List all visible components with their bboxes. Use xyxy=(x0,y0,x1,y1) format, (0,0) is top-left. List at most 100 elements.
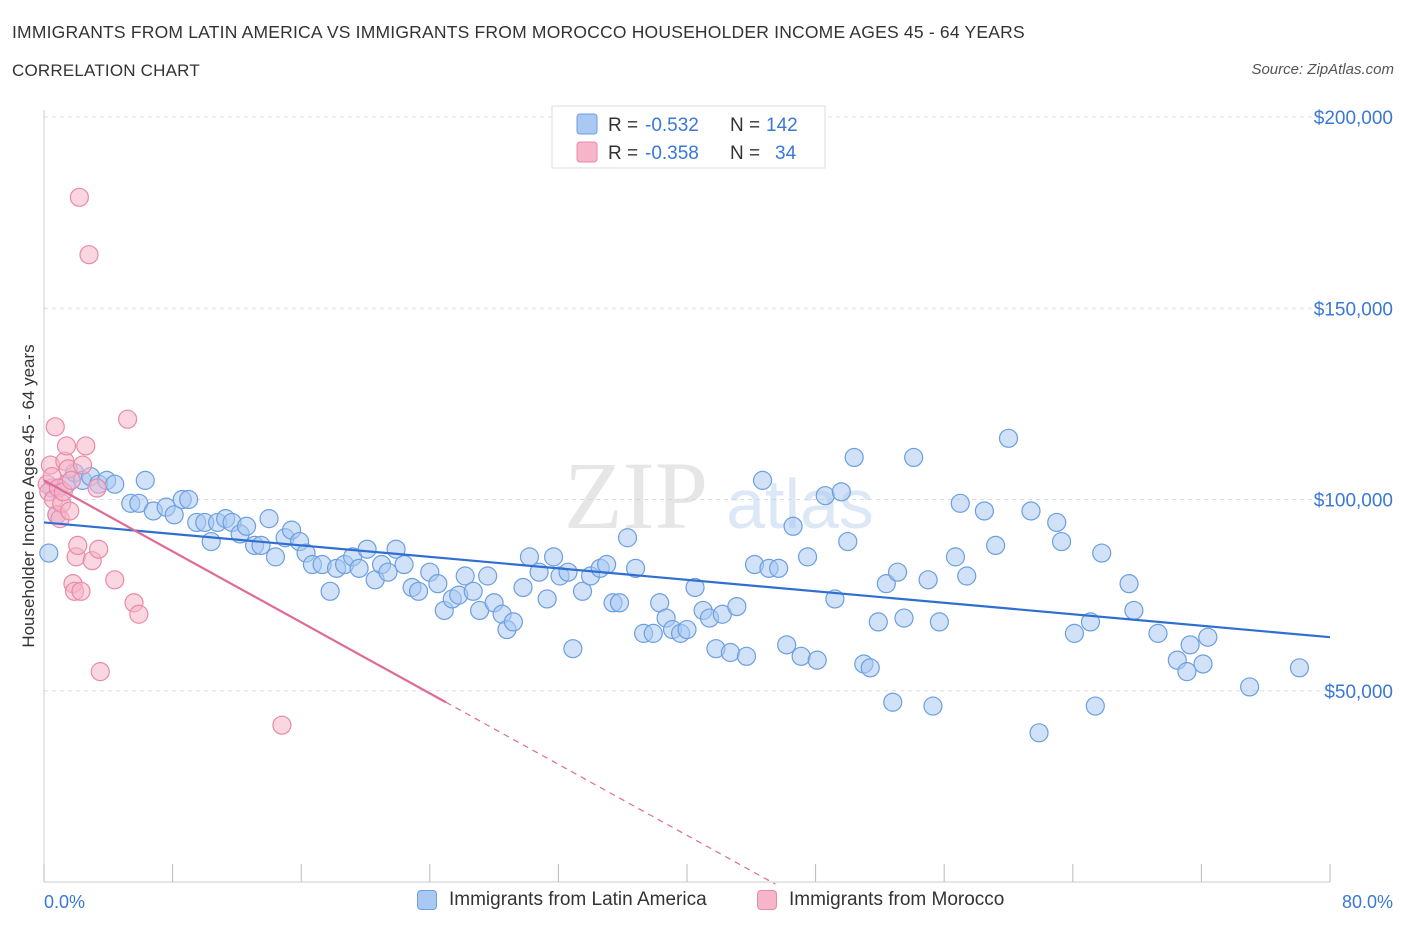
latin-america-point-84 xyxy=(677,619,697,640)
morocco-point-27 xyxy=(89,539,109,559)
latin-america-point-66 xyxy=(543,547,564,567)
morocco-point-21 xyxy=(71,581,91,601)
morocco-point-5 xyxy=(45,417,65,437)
latin-america-point-0 xyxy=(39,543,59,563)
latin-america-point-131 xyxy=(1092,543,1112,563)
stats-r-label-blue: R = xyxy=(608,115,638,136)
morocco-point-26 xyxy=(87,478,107,498)
legend-swatch-latin-america xyxy=(417,890,437,910)
latin-america-point-117 xyxy=(929,612,949,632)
latin-america-point-121 xyxy=(974,501,994,521)
latin-america-point-115 xyxy=(918,570,938,590)
chart-title: IMMIGRANTS FROM LATIN AMERICA VS IMMIGRA… xyxy=(12,22,1025,42)
latin-america-point-15 xyxy=(164,505,184,525)
latin-america-point-132 xyxy=(1119,574,1139,594)
latin-america-point-118 xyxy=(945,547,966,567)
latin-america-point-104 xyxy=(831,482,851,502)
latin-america-point-90 xyxy=(720,642,741,663)
trend-line-morocco xyxy=(43,479,447,704)
latin-america-point-50 xyxy=(428,574,448,594)
legend-item-latin-america: Immigrants from Latin America xyxy=(417,889,707,911)
latin-america-point-114 xyxy=(904,447,924,468)
latin-america-point-55 xyxy=(463,581,483,601)
latin-america-point-101 xyxy=(807,650,827,670)
latin-america-point-76 xyxy=(617,528,638,548)
morocco-point-19 xyxy=(68,535,88,556)
latin-america-point-17 xyxy=(179,489,199,510)
latin-america-point-27 xyxy=(251,535,271,556)
stats-legend: R = -0.532 N = 142 R = -0.358 N = 34 xyxy=(551,105,826,169)
latin-america-point-116 xyxy=(923,696,943,716)
morocco-point-29 xyxy=(105,570,125,590)
morocco-point-32 xyxy=(129,604,149,624)
morocco-point-22 xyxy=(72,455,93,475)
latin-america-point-119 xyxy=(950,493,970,513)
trend-lines xyxy=(43,479,1331,885)
latin-america-point-123 xyxy=(998,428,1019,448)
latin-america-point-122 xyxy=(986,535,1006,556)
latin-america-point-75 xyxy=(609,593,630,613)
watermark-zip: ZIP xyxy=(564,442,708,549)
watermark: ZIP atlas xyxy=(564,442,874,549)
latin-america-point-25 xyxy=(236,516,257,536)
y-axis-tick-labels: $50,000 $100,000 $150,000 $200,000 xyxy=(1314,108,1393,703)
latin-america-point-141 xyxy=(1289,658,1310,678)
latin-america-point-94 xyxy=(752,470,773,490)
latin-america-point-98 xyxy=(783,516,803,536)
series-morocco-points xyxy=(37,187,292,735)
morocco-point-33 xyxy=(272,715,292,735)
morocco-point-24 xyxy=(79,245,99,265)
latin-america-point-85 xyxy=(685,577,705,598)
latin-america-point-68 xyxy=(558,562,578,582)
latin-america-point-128 xyxy=(1064,623,1085,643)
latin-america-point-112 xyxy=(887,562,908,582)
latin-america-point-46 xyxy=(394,554,414,575)
latin-america-point-48 xyxy=(408,581,429,601)
morocco-point-23 xyxy=(76,436,96,456)
latin-america-point-61 xyxy=(503,612,523,632)
stats-r-value-pink: -0.358 xyxy=(645,143,699,164)
trend-line-morocco-extension xyxy=(445,701,776,885)
morocco-point-14 xyxy=(60,501,80,521)
morocco-point-30 xyxy=(117,409,138,429)
stats-legend-swatch-blue xyxy=(576,113,598,135)
stats-n-value-blue: 142 xyxy=(766,115,798,136)
latin-america-point-69 xyxy=(563,639,583,659)
latin-america-point-12 xyxy=(135,470,155,490)
y-tick-label-2: $150,000 xyxy=(1314,299,1393,320)
latin-america-point-124 xyxy=(1021,501,1041,521)
stats-legend-swatch-pink xyxy=(576,141,598,163)
latin-america-point-28 xyxy=(259,509,279,529)
latin-america-point-111 xyxy=(883,692,903,712)
series-legend: Immigrants from Latin America Immigrants… xyxy=(0,889,1406,915)
latin-america-point-140 xyxy=(1240,677,1260,697)
latin-america-point-129 xyxy=(1080,612,1101,632)
x-axis-ticks xyxy=(43,864,1331,882)
stats-n-label-blue: N = xyxy=(730,115,760,136)
latin-america-point-108 xyxy=(860,658,880,678)
y-axis-label: Householder Income Ages 45 - 64 years xyxy=(19,344,38,647)
latin-america-point-54 xyxy=(455,566,475,586)
stats-n-label-pink: N = xyxy=(730,143,760,164)
latin-america-point-113 xyxy=(894,608,914,628)
legend-label-latin-america: Immigrants from Latin America xyxy=(449,889,707,910)
y-tick-label-0: $50,000 xyxy=(1324,682,1393,703)
latin-america-point-133 xyxy=(1124,600,1144,621)
latin-america-point-136 xyxy=(1177,662,1197,682)
latin-america-point-138 xyxy=(1193,654,1213,674)
latin-america-point-139 xyxy=(1198,627,1218,647)
latin-america-point-79 xyxy=(643,623,663,643)
morocco-point-20 xyxy=(69,187,89,207)
latin-america-point-105 xyxy=(838,531,858,552)
latin-america-point-125 xyxy=(1029,723,1049,743)
latin-america-point-102 xyxy=(815,486,835,506)
latin-america-point-57 xyxy=(478,566,498,586)
stats-n-value-pink: 34 xyxy=(775,143,797,164)
y-tick-label-3: $200,000 xyxy=(1314,108,1393,129)
morocco-point-28 xyxy=(90,662,110,682)
latin-america-point-127 xyxy=(1051,531,1072,552)
x-tick-label-max: 80.0% xyxy=(1342,892,1393,912)
legend-item-morocco: Immigrants from Morocco xyxy=(757,889,1004,911)
latin-america-point-70 xyxy=(572,581,593,601)
